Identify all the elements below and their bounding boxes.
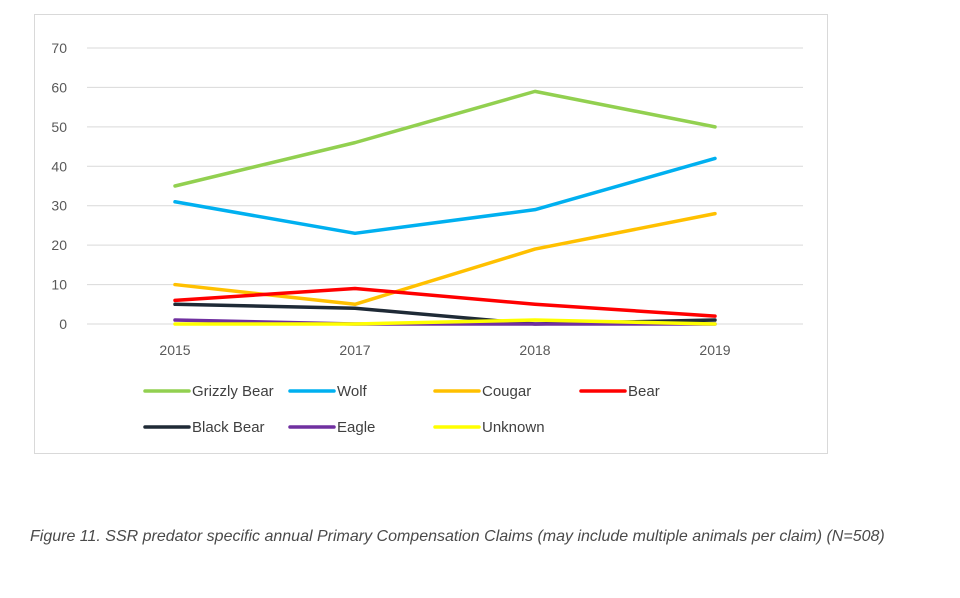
legend-label-grizzly-bear: Grizzly Bear — [192, 383, 274, 400]
series-line-wolf — [173, 156, 717, 236]
y-tick-label: 50 — [51, 119, 67, 135]
x-tick-label: 2018 — [519, 342, 550, 358]
legend-label-unknown: Unknown — [482, 419, 545, 436]
figure-caption: Figure 11. SSR predator specific annual … — [30, 528, 885, 545]
legend-label-bear: Bear — [628, 383, 660, 400]
series-line-grizzly-bear — [173, 89, 717, 188]
series-line-bear — [173, 286, 717, 318]
legend-label-cougar: Cougar — [482, 383, 531, 400]
legend-label-wolf: Wolf — [337, 383, 368, 400]
legend-label-eagle: Eagle — [337, 419, 375, 436]
legend: Grizzly Bear Wolf Cougar Bear Black Bear Eagl… — [143, 383, 660, 436]
y-axis-ticks: 0 10 20 30 40 50 60 70 — [51, 40, 67, 332]
chart-frame: 0 10 20 30 40 50 60 70 2015 2017 2018 2019 Grizzly… — [34, 14, 828, 454]
line-chart: 0 10 20 30 40 50 60 70 2015 2017 2018 2019 Grizzly… — [51, 40, 803, 436]
y-tick-label: 70 — [51, 40, 67, 56]
legend-label-black-bear: Black Bear — [192, 419, 265, 436]
x-axis-ticks: 2015 2017 2018 2019 — [159, 342, 730, 358]
y-tick-label: 0 — [59, 316, 67, 332]
y-tick-label: 60 — [51, 79, 67, 95]
series-line-unknown — [173, 318, 717, 326]
x-tick-label: 2015 — [159, 342, 190, 358]
series-lines — [173, 89, 717, 326]
series-line-eagle — [173, 318, 717, 326]
y-tick-label: 30 — [51, 198, 67, 214]
x-tick-label: 2019 — [699, 342, 730, 358]
series-line-cougar — [173, 211, 717, 307]
y-tick-label: 40 — [51, 158, 67, 174]
y-tick-label: 20 — [51, 237, 67, 253]
gridlines — [87, 47, 803, 325]
y-tick-label: 10 — [51, 277, 67, 293]
x-tick-label: 2017 — [339, 342, 370, 358]
